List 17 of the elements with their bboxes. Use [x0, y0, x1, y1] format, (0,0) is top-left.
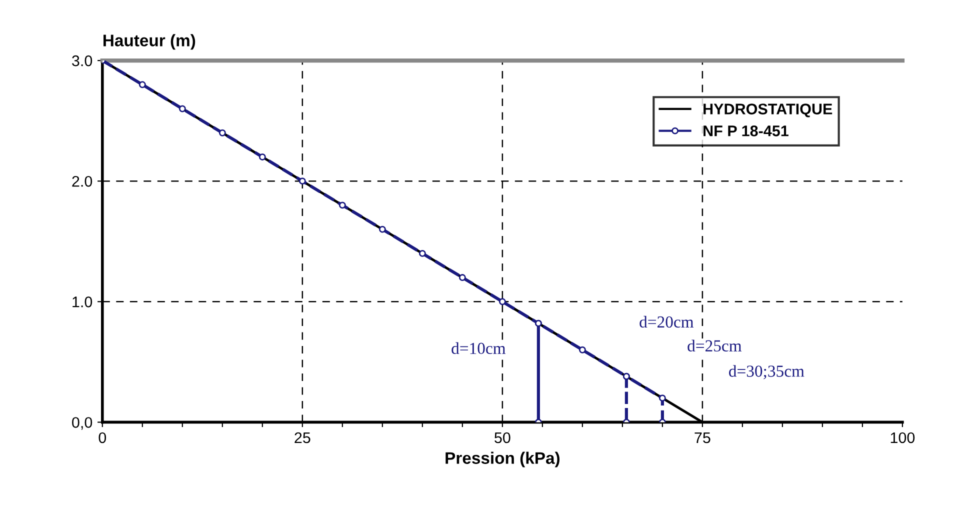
- y-tick-label: 2.0: [72, 176, 92, 187]
- x-tick-label: 50: [494, 432, 510, 444]
- y-tick-label: 3.0: [72, 55, 92, 66]
- y-tick-label: 1.0: [72, 296, 92, 308]
- legend-label: HYDROSTATIQUE: [704, 104, 832, 118]
- x-tick-label: 0: [98, 432, 106, 444]
- annotation: d=10cm: [452, 342, 506, 354]
- annotation: d=25cm: [688, 340, 742, 352]
- x-tick-label: 100: [890, 432, 915, 444]
- annotation: d=30;35cm: [729, 365, 804, 380]
- annotation: d=20cm: [640, 316, 694, 328]
- legend-label: NF P 18-451: [704, 126, 788, 136]
- x-axis-title: Pression (kPa): [446, 452, 560, 468]
- y-axis-title: Hauteur (m): [104, 34, 196, 50]
- x-tick-label: 75: [694, 432, 710, 444]
- y-tick-label: 0,0: [72, 417, 92, 430]
- x-tick-label: 25: [294, 432, 310, 444]
